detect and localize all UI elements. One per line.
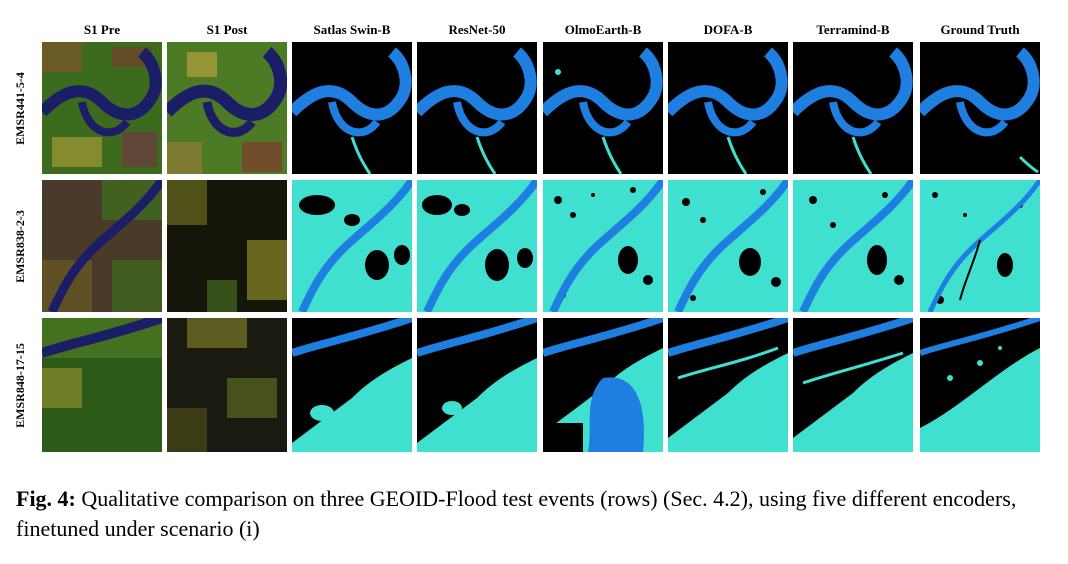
prediction-dofa-row3 [668, 318, 788, 452]
prediction-resnet-row1 [417, 42, 537, 174]
column-header-s1-pre: S1 Pre [83, 22, 121, 37]
row-label-emsr838: EMSR838-2-3 [12, 209, 27, 283]
prediction-satlas-row3 [292, 318, 412, 452]
sar-post-tile-row3 [167, 318, 287, 452]
prediction-terramind-row3 [793, 318, 913, 452]
sar-pre-tile-row3 [42, 318, 162, 452]
column-header-terramind: Terramind-B [816, 22, 890, 37]
row-label-emsr848: EMSR848-17-15 [12, 342, 27, 428]
sar-post-tile-row2 [167, 180, 287, 312]
prediction-resnet-row3 [417, 318, 537, 452]
prediction-olmoearth-row2 [543, 180, 663, 312]
figure-caption: Fig. 4: Qualitative comparison on three … [16, 484, 1056, 544]
figure-caption-text: Qualitative comparison on three GEOID-Fl… [16, 486, 1017, 541]
sar-post-tile-row1 [167, 42, 287, 174]
prediction-resnet-row2 [417, 180, 537, 312]
column-header-s1-post: S1 Post [206, 22, 248, 37]
prediction-satlas-row2 [292, 180, 412, 312]
prediction-dofa-row2 [668, 180, 788, 312]
prediction-olmoearth-row1 [543, 42, 663, 174]
prediction-olmoearth-row3 [543, 318, 663, 452]
prediction-terramind-row2 [793, 180, 913, 312]
column-header-resnet: ResNet-50 [448, 22, 506, 37]
ground-truth-row3 [920, 318, 1040, 452]
prediction-terramind-row1 [793, 42, 913, 174]
sar-pre-tile-row1 [42, 42, 162, 174]
row-label-emsr441: EMSR441-5-4 [12, 71, 27, 145]
column-header-satlas: Satlas Swin-B [313, 22, 391, 37]
ground-truth-row1 [920, 42, 1040, 174]
sar-pre-tile-row2 [42, 180, 162, 312]
prediction-satlas-row1 [292, 42, 412, 174]
ground-truth-row2 [920, 180, 1040, 312]
column-header-dofa: DOFA-B [703, 22, 753, 37]
column-header-ground-truth: Ground Truth [940, 22, 1020, 37]
prediction-dofa-row1 [668, 42, 788, 174]
column-header-olmoearth: OlmoEarth-B [564, 22, 642, 37]
figure-label: Fig. 4: [16, 486, 76, 511]
